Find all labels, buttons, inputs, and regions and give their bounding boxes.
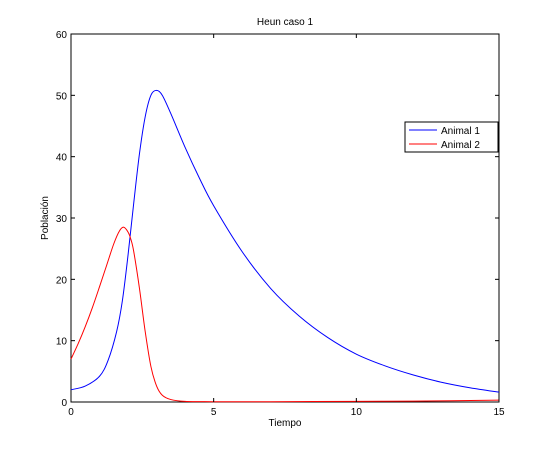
y-tick-label: 30: [56, 214, 68, 225]
plot-area: [70, 33, 500, 403]
legend-box: [404, 121, 499, 153]
y-tick-label: 10: [56, 337, 68, 348]
y-tick-label: 50: [56, 91, 68, 102]
x-tick-label: 0: [68, 407, 74, 418]
chart-title: Heun caso 1: [257, 17, 314, 28]
x-tick-label: 10: [351, 407, 363, 418]
ticks-layer: 0 5 10 15 0 10 20 30 40 50 60: [56, 30, 505, 418]
y-tick-label: 0: [61, 398, 67, 409]
y-tick-label: 60: [56, 30, 68, 41]
series-line-animal-2: [70, 226, 500, 403]
y-axis-label: Población: [40, 196, 51, 240]
legend: Animal 1 Animal 2: [404, 121, 499, 153]
x-tick-label: 5: [211, 407, 217, 418]
x-axis-label: Tiempo: [269, 418, 302, 429]
y-tick-label: 40: [56, 153, 68, 164]
legend-label-animal-2: Animal 2: [441, 140, 480, 151]
series-line-animal-1: [70, 89, 500, 393]
legend-label-animal-1: Animal 1: [441, 126, 480, 137]
y-tick-label: 20: [56, 275, 68, 286]
x-tick-label: 15: [493, 407, 505, 418]
series-layer: [70, 89, 500, 403]
